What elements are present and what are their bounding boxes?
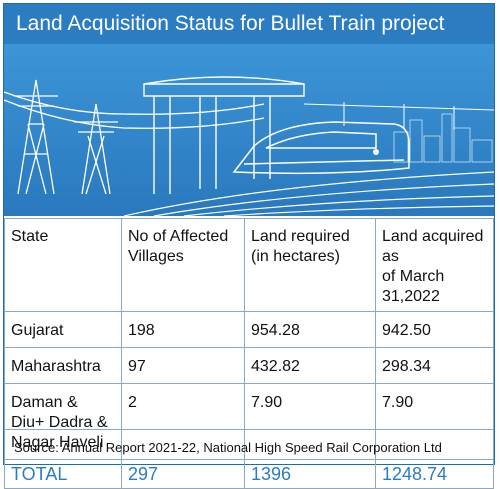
- header-land-acquired: Land acquired as of March 31,2022: [375, 218, 494, 312]
- land-acquired-cell: 298.34: [375, 347, 494, 384]
- header-state: State: [4, 218, 122, 312]
- land-required-cell: 432.82: [244, 347, 376, 384]
- state-cell: Gujarat: [4, 311, 122, 348]
- state-name: Gujarat: [11, 322, 64, 339]
- state-name-line-2: Diu+ Dadra &: [11, 414, 108, 431]
- land-required-cell: 954.28: [244, 311, 376, 348]
- source-note: Source: Annual Report 2021-22, National …: [4, 429, 494, 464]
- header-land-acquired-line-1: Land acquired as: [382, 228, 484, 265]
- state-name-line-3: Nagar Haveli: [11, 434, 104, 451]
- state-name: Maharashtra: [11, 358, 101, 375]
- villages-cell: 97: [121, 347, 245, 384]
- state-cell: Daman & Diu+ Dadra & Nagar Haveli: [4, 383, 122, 460]
- header-land-acquired-line-2: of March 31,2022: [382, 268, 445, 305]
- infographic-card: Land Acquisition Status for Bullet Train…: [3, 3, 495, 489]
- chart-title: Land Acquisition Status for Bullet Train…: [4, 4, 494, 44]
- table-header-row: State No of Affected Villages Land requir…: [4, 218, 494, 312]
- land-acquired-cell: 942.50: [375, 311, 494, 348]
- state-cell: Maharashtra: [4, 347, 122, 384]
- train-line-art-image: [4, 44, 494, 216]
- header-land-required: Land required (in hectares): [244, 218, 376, 312]
- state-name-line-1: Daman &: [11, 394, 78, 411]
- table-row: Gujarat 198 954.28 942.50: [4, 311, 494, 348]
- header-land-required-line-2: (in hectares): [251, 248, 340, 265]
- header-villages-line-1: No of Affected: [128, 228, 229, 245]
- header-villages-line-2: Villages: [128, 248, 184, 265]
- header-state-line-1: State: [11, 228, 49, 245]
- bullet-train-illustration: [4, 44, 494, 216]
- land-acquired-cell: 7.90: [375, 383, 494, 460]
- header-land-required-line-1: Land required: [251, 228, 350, 245]
- table-row: Maharashtra 97 432.82 298.34: [4, 347, 494, 384]
- villages-cell: 198: [121, 311, 245, 348]
- header-villages: No of Affected Villages: [121, 218, 245, 312]
